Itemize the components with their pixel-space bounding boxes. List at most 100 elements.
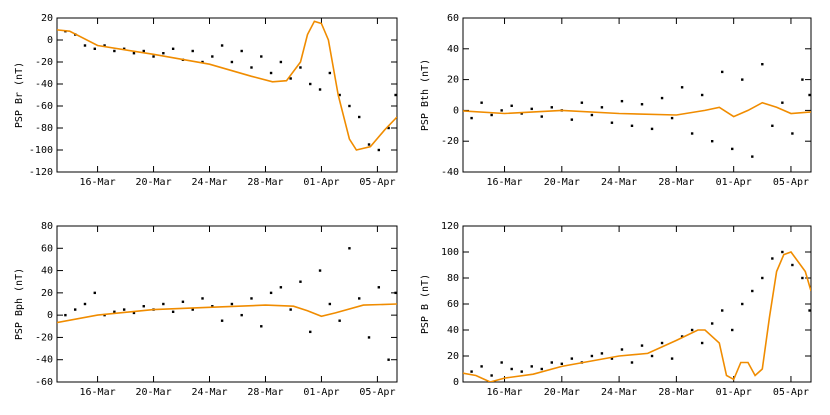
x-tick-label: 24-Mar [601, 177, 637, 188]
data-point [328, 302, 332, 306]
data-point [377, 148, 381, 152]
data-point [201, 297, 204, 300]
data-point [530, 107, 533, 111]
data-point [142, 305, 145, 308]
data-point [590, 354, 594, 358]
data-point [570, 118, 574, 121]
y-tick-label: -20 [35, 57, 53, 68]
x-tick-label: 28-Mar [658, 177, 694, 188]
y-axis-label: PSP Bth (nT) [420, 59, 431, 131]
y-tick-label: -100 [29, 145, 53, 156]
data-point [590, 113, 594, 117]
y-tick-label: 40 [447, 44, 459, 55]
data-point [710, 322, 714, 325]
data-point [394, 291, 397, 295]
plot-frame [462, 17, 812, 173]
data-point [318, 269, 322, 272]
data-point [670, 116, 674, 120]
data-point [211, 55, 214, 58]
data-point [630, 361, 634, 364]
y-tick-label: 0 [453, 377, 459, 388]
y-tick-label: 40 [41, 266, 53, 277]
plot-area [463, 250, 811, 382]
data-point [761, 276, 764, 280]
data-point [152, 55, 155, 58]
data-point [610, 357, 614, 360]
data-point [54, 320, 56, 322]
data-point [367, 336, 371, 339]
data-point [610, 121, 614, 124]
x-tick-label: 24-Mar [601, 387, 637, 398]
data-point [731, 328, 734, 332]
plot-area [54, 20, 397, 152]
data-point [510, 367, 513, 371]
panel: PSP Bph (nT) -60 -40 -20 0 20 40 60 80 16-Mar 20-M… [14, 221, 398, 398]
x-tick-label: 20-Mar [135, 387, 171, 398]
data-point [600, 106, 604, 109]
data-point [741, 78, 744, 81]
data-point [309, 82, 312, 86]
y-axis-label: PSP Bph (nT) [14, 268, 25, 340]
plot-frame [56, 17, 398, 173]
data-point [54, 33, 56, 35]
data-point [211, 305, 214, 308]
data-point [279, 60, 283, 64]
y-tick-label: 20 [41, 13, 53, 24]
data-point [83, 44, 87, 47]
data-point [162, 52, 165, 55]
data-point [480, 101, 483, 104]
data-point [348, 104, 351, 108]
data-point [309, 330, 312, 334]
data-point [751, 289, 754, 293]
data-point [250, 66, 253, 69]
x-tick-label: 28-Mar [247, 387, 283, 398]
data-point [731, 147, 734, 151]
data-point [289, 308, 292, 311]
data-point [328, 71, 332, 75]
data-point [387, 126, 390, 130]
data-point [220, 44, 224, 47]
data-point [530, 365, 533, 368]
x-tick-label: 05-Apr [359, 177, 395, 188]
y-tick-label: 60 [447, 299, 459, 310]
data-point [132, 52, 136, 55]
data-point [132, 311, 136, 315]
data-point [640, 103, 644, 106]
data-point [540, 115, 543, 118]
data-point [171, 47, 175, 50]
y-tick-label: 0 [47, 310, 53, 321]
data-point [73, 308, 77, 311]
data-point [240, 313, 243, 317]
x-tick-label: 20-Mar [135, 177, 171, 188]
y-tick-label: 0 [453, 105, 459, 116]
data-point [550, 106, 553, 109]
model-line [463, 251, 811, 382]
y-tick-label: 60 [447, 13, 459, 24]
data-point [690, 132, 694, 135]
y-tick-label: -60 [35, 377, 53, 388]
data-point [162, 302, 165, 306]
data-point [670, 357, 674, 360]
data-point [470, 370, 473, 373]
data-point [630, 124, 634, 127]
data-point [394, 93, 397, 97]
panel: PSP Bth (nT) -40 -20 0 20 40 60 16-Mar 20-Mar 24-… [420, 13, 812, 188]
x-tick-label: 28-Mar [247, 177, 283, 188]
x-tick-label: 16-Mar [80, 387, 116, 398]
data-point [83, 302, 87, 306]
data-point [741, 302, 744, 306]
data-point [640, 344, 644, 347]
data-point [299, 66, 302, 69]
data-point [580, 101, 584, 104]
y-tick-label: 100 [441, 247, 459, 258]
data-point [260, 55, 263, 58]
data-point [781, 250, 784, 254]
data-point [520, 370, 523, 373]
data-point [620, 99, 624, 103]
data-point [299, 280, 302, 283]
y-tick-label: 20 [447, 351, 459, 362]
data-point [721, 70, 724, 74]
model-line [57, 20, 397, 151]
data-point [751, 155, 754, 158]
